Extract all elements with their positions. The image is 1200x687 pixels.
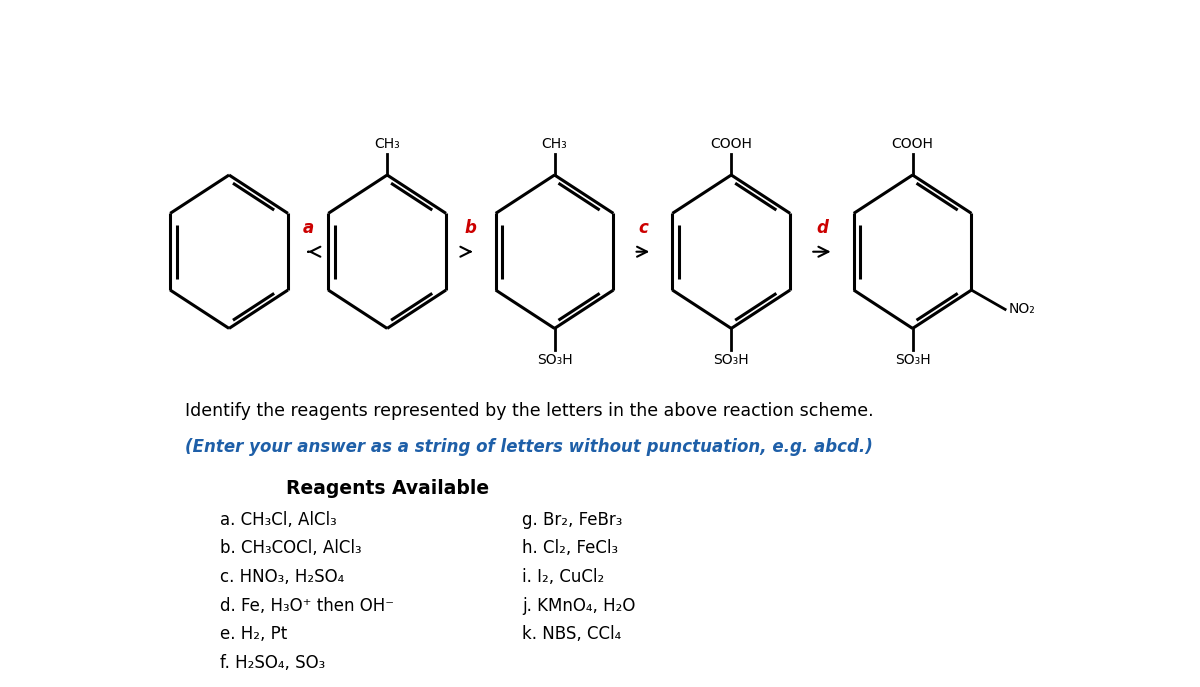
Text: c. HNO₃, H₂SO₄: c. HNO₃, H₂SO₄ — [220, 568, 344, 586]
Text: g. Br₂, FeBr₃: g. Br₂, FeBr₃ — [522, 511, 623, 529]
Text: COOH: COOH — [892, 137, 934, 151]
Text: f. H₂SO₄, SO₃: f. H₂SO₄, SO₃ — [220, 654, 325, 672]
Text: SO₃H: SO₃H — [895, 352, 930, 367]
Text: e. H₂, Pt: e. H₂, Pt — [220, 625, 287, 643]
Text: j. KMnO₄, H₂O: j. KMnO₄, H₂O — [522, 596, 635, 615]
Text: a: a — [302, 219, 313, 237]
Text: b: b — [464, 219, 476, 237]
Text: (Enter your answer as a string of letters without punctuation, e.g. abcd.): (Enter your answer as a string of letter… — [185, 438, 874, 456]
Text: a. CH₃Cl, AlCl₃: a. CH₃Cl, AlCl₃ — [220, 511, 336, 529]
Text: i. I₂, CuCl₂: i. I₂, CuCl₂ — [522, 568, 605, 586]
Text: SO₃H: SO₃H — [536, 352, 572, 367]
Bar — [220, 685, 268, 687]
Text: SO₃H: SO₃H — [714, 352, 749, 367]
Text: CH₃: CH₃ — [374, 137, 400, 151]
Text: Identify the reagents represented by the letters in the above reaction scheme.: Identify the reagents represented by the… — [185, 403, 874, 420]
Text: c: c — [638, 219, 648, 237]
Text: d. Fe, H₃O⁺ then OH⁻: d. Fe, H₃O⁺ then OH⁻ — [220, 596, 394, 615]
Text: Reagents Available: Reagents Available — [286, 480, 488, 498]
Text: COOH: COOH — [710, 137, 752, 151]
Text: h. Cl₂, FeCl₃: h. Cl₂, FeCl₃ — [522, 539, 618, 557]
Text: b. CH₃COCl, AlCl₃: b. CH₃COCl, AlCl₃ — [220, 539, 361, 557]
Text: NO₂: NO₂ — [1009, 302, 1036, 317]
Text: d: d — [816, 219, 828, 237]
Text: CH₃: CH₃ — [541, 137, 568, 151]
Text: k. NBS, CCl₄: k. NBS, CCl₄ — [522, 625, 622, 643]
